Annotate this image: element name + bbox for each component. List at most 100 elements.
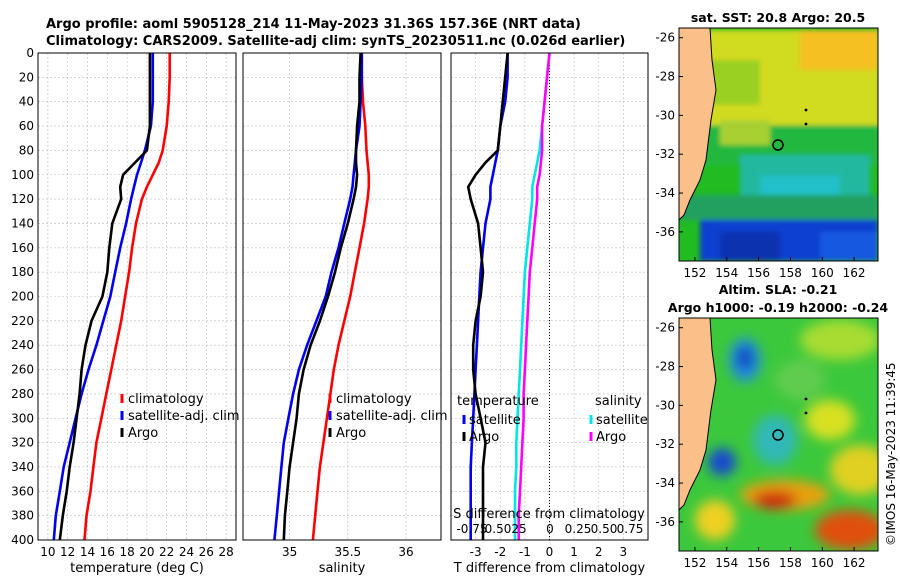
y-tick-label: 120 [11, 192, 34, 206]
axes-box [450, 52, 649, 541]
series-line-argo [282, 53, 362, 540]
y-tick-label: 360 [11, 484, 34, 498]
map-x-tick-label: 156 [747, 266, 770, 280]
salinity-panel: 35 35.5 36 salinity climatology satellite-adj… [242, 52, 448, 576]
map-x-tick-label: 160 [811, 556, 834, 570]
x2-tick-label: -0.75 [456, 522, 487, 536]
legend-label: satellite [469, 413, 521, 428]
y-tick-label: 140 [11, 216, 34, 230]
x-tick-label: 36 [398, 545, 413, 559]
y-tick-label: 20 [19, 70, 34, 84]
legend-label: Argo [596, 430, 626, 445]
temperature-panel: 10 12 14 16 18 20 22 24 26 2802040608010012014016… [11, 46, 240, 576]
x-tick-label: -3 [470, 545, 482, 559]
y-tick-label: 240 [11, 338, 34, 352]
series-line-temperature-argo [466, 53, 509, 540]
x-tick-label: 10 [40, 545, 55, 559]
y-tick-label: 380 [11, 509, 34, 523]
map-x-tick-label: 156 [747, 556, 770, 570]
x2-axis-label: S difference from climatology [453, 507, 645, 522]
legend-title-temperature: temperature [457, 394, 539, 409]
watermark: ©IMOS 16-May-2023 11:39:45 [884, 362, 898, 546]
x-tick-label: 35.5 [334, 545, 361, 559]
y-tick-label: 320 [11, 436, 34, 450]
y-tick-label: 180 [11, 265, 34, 279]
sla-map-title: Altim. SLA: -0.21 [719, 282, 838, 297]
x-tick-label: 14 [80, 545, 95, 559]
x-tick-label: 35 [282, 545, 297, 559]
map-x-tick-label: 162 [843, 556, 866, 570]
y-tick-label: 260 [11, 363, 34, 377]
x2-tick-label: 0.50 [591, 522, 618, 536]
x-tick-label: 24 [179, 545, 194, 559]
y-tick-label: 60 [19, 119, 34, 133]
map-x-tick-label: 160 [811, 266, 834, 280]
header-line1: Argo profile: aoml 5905128_214 11-May-20… [46, 17, 581, 32]
x-tick-label: 0 [546, 545, 554, 559]
x2-tick-label: 0.25 [565, 522, 592, 536]
legend-label: Argo [128, 426, 158, 441]
sla-map: Altim. SLA: -0.21 Argo h1000: -0.19 h200… [655, 282, 889, 570]
x-tick-label: -1 [519, 545, 531, 559]
y-tick-label: 200 [11, 290, 34, 304]
x-tick-label: 18 [119, 545, 134, 559]
sst-profile-marker [772, 139, 784, 151]
x-axis-label: temperature (deg C) [70, 561, 204, 576]
map-y-tick-label: -36 [655, 225, 675, 239]
legend-label: satellite [596, 413, 648, 428]
y-tick-label: 280 [11, 387, 34, 401]
map-y-tick-label: -30 [655, 398, 675, 412]
y-tick-label: 340 [11, 460, 34, 474]
x2-tick-label: 0.50 [485, 522, 512, 536]
y-tick-label: 80 [19, 143, 34, 157]
difference-panel: -3 -2 -1 0 1 2 3 T difference from climatology t… [450, 52, 649, 576]
sst-map-field [679, 28, 878, 261]
map-y-tick-label: -28 [655, 70, 675, 84]
y-tick-label: 300 [11, 411, 34, 425]
sst-map-title: sat. SST: 20.8 Argo: 20.5 [691, 10, 865, 25]
legend-label: climatology [336, 392, 412, 407]
map-y-tick-label: -36 [655, 515, 675, 529]
x2-tick-label: 0 [546, 522, 554, 536]
y-tick-label: 40 [19, 95, 34, 109]
x-axis-label: salinity [319, 561, 366, 576]
map-y-tick-label: -32 [655, 147, 675, 161]
legend-label: Argo [336, 426, 366, 441]
map-x-tick-label: 154 [715, 266, 738, 280]
legend-label: Argo [469, 430, 499, 445]
legend-label: satellite-adj. clim [128, 409, 240, 424]
x-tick-label: 1 [570, 545, 578, 559]
legend-title-salinity: salinity [595, 394, 642, 409]
map-x-tick-label: 152 [683, 556, 706, 570]
map-y-tick-label: -28 [655, 360, 675, 374]
sla-map-field [679, 318, 878, 551]
x-tick-label: 22 [159, 545, 174, 559]
x-tick-label: 26 [199, 545, 214, 559]
y-tick-label: 400 [11, 533, 34, 547]
map-y-tick-label: -34 [655, 186, 675, 200]
y-tick-label: 220 [11, 314, 34, 328]
y-tick-label: 100 [11, 168, 34, 182]
map-x-tick-label: 158 [779, 266, 802, 280]
map-x-tick-label: 158 [779, 556, 802, 570]
header-line2: Climatology: CARS2009. Satellite-adj cli… [46, 34, 625, 49]
y-tick-label: 160 [11, 241, 34, 255]
legend-label: satellite-adj. clim [336, 409, 448, 424]
sst-map: sat. SST: 20.8 Argo: 20.5 152 154 156 158 1 [655, 10, 879, 280]
map-y-tick-label: -34 [655, 476, 675, 490]
map-x-tick-label: 152 [683, 266, 706, 280]
map-y-tick-label: -26 [655, 31, 675, 45]
series-line-salinity-argo [517, 53, 551, 540]
map-x-tick-label: 154 [715, 556, 738, 570]
axes-box [37, 52, 237, 541]
map-y-tick-label: -30 [655, 108, 675, 122]
sla-map-subtitle: Argo h1000: -0.19 h2000: -0.24 [668, 300, 889, 315]
x-tick-label: 3 [620, 545, 628, 559]
x-axis-label: T difference from climatology [453, 561, 646, 576]
x-tick-label: 28 [218, 545, 233, 559]
map-y-tick-label: -32 [655, 437, 675, 451]
x-tick-label: 2 [595, 545, 603, 559]
legend-label: climatology [128, 392, 204, 407]
series-line-argo [58, 53, 152, 540]
